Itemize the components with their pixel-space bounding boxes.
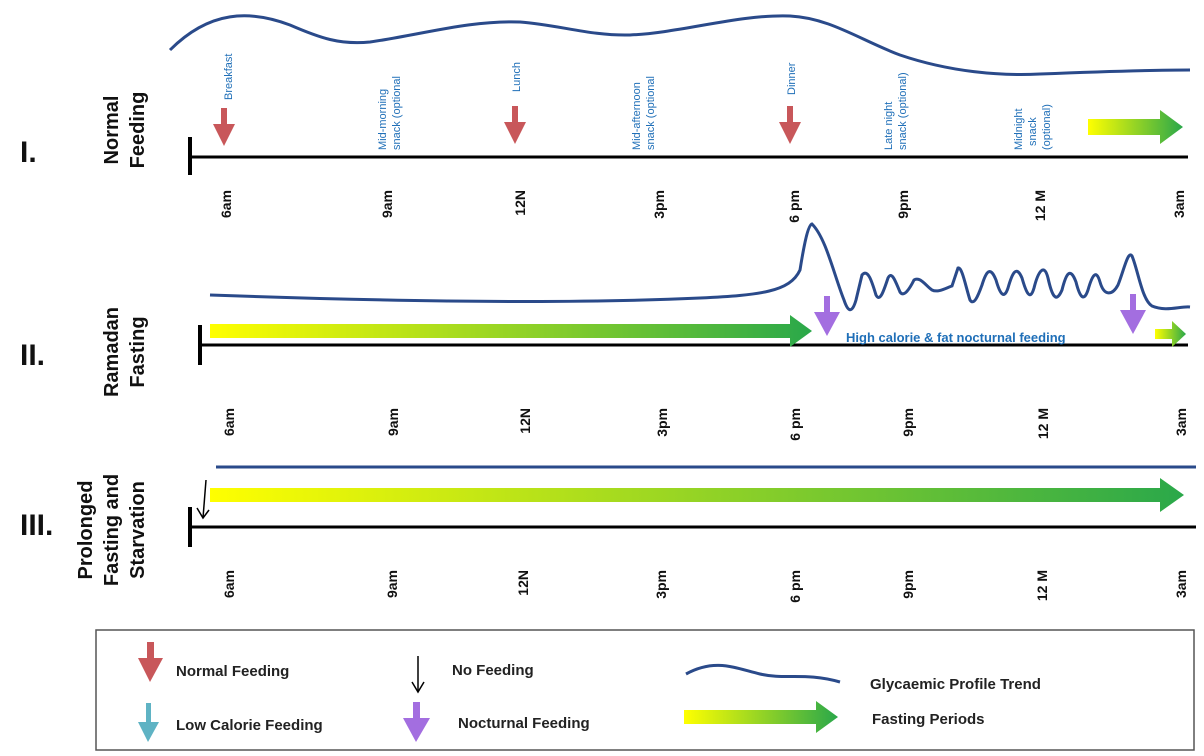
low-calorie-arrow-icon xyxy=(138,703,159,742)
row-ramadan-fasting: II. Ramadan Fasting High calorie & fat n… xyxy=(20,222,1191,441)
meal-label-late-night: Late night xyxy=(883,102,895,150)
nocturnal-feeding-arrow-icon xyxy=(1120,294,1146,334)
row-title-line: Fasting xyxy=(127,316,149,387)
tick-label: 12N xyxy=(512,190,528,216)
tick-label: 9am xyxy=(384,570,400,598)
tick-label: 6 pm xyxy=(787,570,803,603)
glycaemic-profile-curve xyxy=(209,222,1191,312)
row-numeral: II. xyxy=(20,339,45,372)
meal-label-mid-morning: Mid-morning xyxy=(377,89,389,150)
legend-box xyxy=(95,629,1195,751)
tick-label: 6am xyxy=(221,570,237,598)
tick-label: 9pm xyxy=(895,190,911,219)
no-feeding-arrow-icon xyxy=(196,479,210,520)
meal-label-dinner: Dinner xyxy=(786,62,798,95)
tick-label: 12 M xyxy=(1035,408,1051,439)
meal-label-mid-afternoon: snack (optional xyxy=(645,76,657,150)
legend-normal-feeding: Normal Feeding xyxy=(176,663,289,680)
legend-fasting: Fasting Periods xyxy=(872,711,985,728)
tick-label: 6 pm xyxy=(787,408,803,441)
tick-label: 3am xyxy=(1173,408,1189,436)
no-feeding-arrow-icon xyxy=(411,656,425,694)
tick-label: 6am xyxy=(218,190,234,218)
meal-label-midnight: Midnight xyxy=(1013,108,1025,150)
tick-label: 6am xyxy=(221,408,237,436)
row-title-line: Fasting and xyxy=(101,474,123,586)
tick-label: 9pm xyxy=(900,408,916,437)
glycaemic-line-icon xyxy=(685,663,841,684)
nocturnal-feeding-arrow-icon xyxy=(403,702,430,742)
fasting-period-arrow xyxy=(210,315,812,347)
tick-label: 6 pm xyxy=(786,190,802,223)
meal-label-late-night: snack (optional) xyxy=(897,72,909,150)
tick-label: 3pm xyxy=(653,570,669,599)
tick-label: 3pm xyxy=(651,190,667,219)
meal-label-midnight: snack xyxy=(1027,117,1039,146)
legend-low-calorie: Low Calorie Feeding xyxy=(176,717,323,734)
tick-label: 3pm xyxy=(654,408,670,437)
row-numeral: III. xyxy=(20,509,53,542)
meal-label-lunch: Lunch xyxy=(511,62,523,92)
tick-label: 3am xyxy=(1173,570,1189,598)
fasting-period-arrow xyxy=(210,478,1184,512)
glycaemic-profile-curve xyxy=(168,14,1191,76)
tick-label: 12 M xyxy=(1034,570,1050,601)
normal-feeding-arrow-icon xyxy=(779,106,801,144)
time-tick-labels: 6am 9am 12N 3pm 6 pm 9pm 12 M 3am xyxy=(221,570,1189,603)
time-tick-labels: 6am 9am 12N 3pm 6 pm 9pm 12 M 3am xyxy=(221,408,1189,441)
tick-label: 12N xyxy=(517,408,533,434)
row-title-line: Normal xyxy=(101,96,123,165)
row-numeral: I. xyxy=(20,136,37,169)
row-title-line: Ramadan xyxy=(101,307,123,397)
row-normal-feeding: I. Normal Feeding Breakfast Mid-morning … xyxy=(20,14,1191,223)
meal-label-breakfast: Breakfast xyxy=(223,54,235,100)
normal-feeding-arrow-icon xyxy=(213,108,235,146)
tick-label: 9am xyxy=(385,408,401,436)
normal-feeding-arrow-icon xyxy=(138,642,163,682)
tick-label: 12N xyxy=(515,570,531,596)
tick-label: 12 M xyxy=(1032,190,1048,221)
row-title-line: Feeding xyxy=(127,92,149,169)
time-tick-labels: 6am 9am 12N 3pm 6 pm 9pm 12 M 3am xyxy=(218,190,1187,223)
nocturnal-feeding-arrow-icon xyxy=(814,296,840,336)
tick-label: 9pm xyxy=(900,570,916,599)
row-title-line: Starvation xyxy=(127,481,149,579)
legend-no-feeding: No Feeding xyxy=(452,662,534,679)
ramadan-nocturnal-note: High calorie & fat nocturnal feeding xyxy=(846,330,1066,345)
normal-feeding-arrow-icon xyxy=(504,106,526,144)
legend-glycaemic: Glycaemic Profile Trend xyxy=(870,676,1041,693)
fasting-period-arrow xyxy=(1155,321,1186,347)
row-title-line: Prolonged xyxy=(75,481,97,580)
meal-label-mid-afternoon: Mid-afternoon xyxy=(631,82,643,150)
meal-label-midnight: (optional) xyxy=(1041,104,1053,150)
row-prolonged-fasting: III. Prolonged Fasting and Starvation 6a… xyxy=(20,465,1196,603)
fasting-period-arrow-icon xyxy=(684,701,838,733)
fasting-period-arrow xyxy=(1088,110,1183,144)
tick-label: 3am xyxy=(1171,190,1187,218)
legend-nocturnal: Nocturnal Feeding xyxy=(458,715,590,732)
legend: Normal Feeding No Feeding Glycaemic Prof… xyxy=(95,629,1195,751)
meal-label-mid-morning: snack (optional xyxy=(391,76,403,150)
tick-label: 9am xyxy=(379,190,395,218)
